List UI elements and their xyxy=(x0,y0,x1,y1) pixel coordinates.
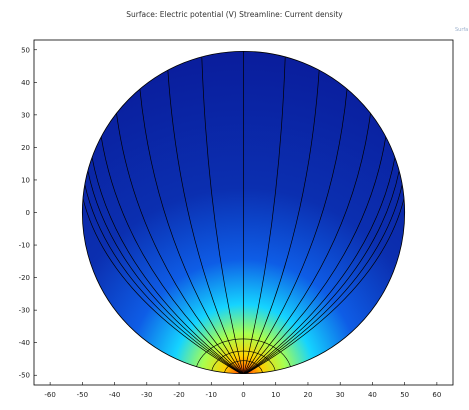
x-axis: -60 -50 -40 -30 -20 -10 0 10 20 30 40 50 60 xyxy=(44,382,441,399)
streamline xyxy=(139,89,244,374)
streamline xyxy=(84,184,244,374)
x-tick-label: -10 xyxy=(206,391,217,399)
domain xyxy=(81,50,406,375)
streamline xyxy=(100,136,244,374)
y-tick-label: -10 xyxy=(19,242,30,250)
x-tick-label: 60 xyxy=(432,391,441,399)
streamline xyxy=(243,170,400,374)
y-axis: 50 40 30 20 10 0 -10 -20 -30 -40 -50 xyxy=(19,46,37,380)
streamline xyxy=(82,198,244,374)
y-tick-label: -40 xyxy=(19,339,30,347)
domain-outline xyxy=(81,50,406,375)
x-tick-label: 10 xyxy=(271,391,280,399)
y-tick-label: 20 xyxy=(21,144,30,152)
x-tick-label: -20 xyxy=(173,391,184,399)
streamline xyxy=(243,157,396,374)
x-tick-label: 40 xyxy=(368,391,377,399)
streamline xyxy=(87,170,244,374)
x-tick-label: -40 xyxy=(109,391,120,399)
y-tick-label: -50 xyxy=(19,372,30,380)
y-tick-label: 30 xyxy=(21,111,30,119)
plot-title: Surface: Electric potential (V) Streamli… xyxy=(126,10,343,19)
y-tick-label: 50 xyxy=(21,46,30,54)
streamline xyxy=(243,89,348,374)
streamline xyxy=(91,157,244,374)
streamline-loop xyxy=(194,338,293,374)
y-tick-label: -30 xyxy=(19,307,30,315)
x-tick-label: 20 xyxy=(304,391,313,399)
streamline xyxy=(116,113,244,374)
y-tick-label: 0 xyxy=(26,209,30,217)
color-legend-stub: Surfa xyxy=(455,27,469,33)
y-tick-label: 40 xyxy=(21,79,30,87)
x-tick-label: 50 xyxy=(400,391,409,399)
streamline xyxy=(167,70,244,374)
streamlines xyxy=(82,51,405,374)
streamline xyxy=(243,198,405,374)
streamline xyxy=(243,70,320,374)
streamline xyxy=(243,113,371,374)
y-tick-label: 10 xyxy=(21,176,30,184)
x-tick-label: 30 xyxy=(336,391,345,399)
streamline xyxy=(201,56,244,374)
x-tick-label: -30 xyxy=(141,391,152,399)
x-tick-label: 0 xyxy=(241,391,245,399)
y-tick-label: -20 xyxy=(19,274,30,282)
streamline xyxy=(243,184,403,374)
x-tick-label: -50 xyxy=(77,391,88,399)
streamline xyxy=(243,136,387,374)
streamline-loop xyxy=(223,360,264,374)
streamline-loop xyxy=(210,350,277,374)
streamline xyxy=(243,56,286,374)
x-tick-label: -60 xyxy=(44,391,55,399)
